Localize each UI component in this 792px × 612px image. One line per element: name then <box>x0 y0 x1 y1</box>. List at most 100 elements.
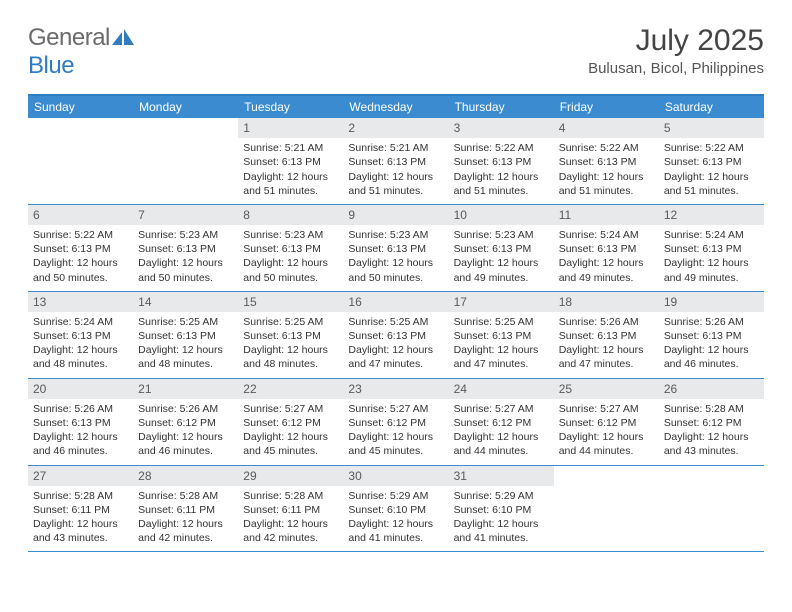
day-number: 23 <box>343 379 448 399</box>
daylight-line: Daylight: 12 hours and 41 minutes. <box>454 517 549 545</box>
day-body: Sunrise: 5:29 AMSunset: 6:10 PMDaylight:… <box>343 486 448 552</box>
day-cell: 28Sunrise: 5:28 AMSunset: 6:11 PMDayligh… <box>133 466 238 552</box>
day-body: Sunrise: 5:28 AMSunset: 6:11 PMDaylight:… <box>238 486 343 552</box>
calendar-body: 1Sunrise: 5:21 AMSunset: 6:13 PMDaylight… <box>28 118 764 552</box>
sunset-line: Sunset: 6:12 PM <box>243 416 338 430</box>
daylight-line: Daylight: 12 hours and 45 minutes. <box>348 430 443 458</box>
day-cell: 21Sunrise: 5:26 AMSunset: 6:12 PMDayligh… <box>133 379 238 465</box>
sunset-line: Sunset: 6:13 PM <box>664 155 759 169</box>
sunrise-line: Sunrise: 5:29 AM <box>454 489 549 503</box>
day-body: Sunrise: 5:26 AMSunset: 6:12 PMDaylight:… <box>133 399 238 465</box>
day-number: 17 <box>449 292 554 312</box>
day-cell: 3Sunrise: 5:22 AMSunset: 6:13 PMDaylight… <box>449 118 554 204</box>
daylight-line: Daylight: 12 hours and 47 minutes. <box>454 343 549 371</box>
day-cell: 6Sunrise: 5:22 AMSunset: 6:13 PMDaylight… <box>28 205 133 291</box>
sunset-line: Sunset: 6:12 PM <box>454 416 549 430</box>
daylight-line: Daylight: 12 hours and 48 minutes. <box>138 343 233 371</box>
daylight-line: Daylight: 12 hours and 48 minutes. <box>33 343 128 371</box>
daylight-line: Daylight: 12 hours and 44 minutes. <box>454 430 549 458</box>
day-cell: 1Sunrise: 5:21 AMSunset: 6:13 PMDaylight… <box>238 118 343 204</box>
day-body: Sunrise: 5:26 AMSunset: 6:13 PMDaylight:… <box>659 312 764 378</box>
day-body: Sunrise: 5:27 AMSunset: 6:12 PMDaylight:… <box>238 399 343 465</box>
day-cell: 9Sunrise: 5:23 AMSunset: 6:13 PMDaylight… <box>343 205 448 291</box>
sunset-line: Sunset: 6:13 PM <box>559 242 654 256</box>
day-number: 13 <box>28 292 133 312</box>
sunset-line: Sunset: 6:13 PM <box>33 416 128 430</box>
week-row: 1Sunrise: 5:21 AMSunset: 6:13 PMDaylight… <box>28 118 764 205</box>
day-body: Sunrise: 5:28 AMSunset: 6:11 PMDaylight:… <box>28 486 133 552</box>
day-body: Sunrise: 5:24 AMSunset: 6:13 PMDaylight:… <box>554 225 659 291</box>
sunrise-line: Sunrise: 5:28 AM <box>33 489 128 503</box>
logo: GeneralBlue <box>28 24 134 80</box>
sunrise-line: Sunrise: 5:28 AM <box>664 402 759 416</box>
daylight-line: Daylight: 12 hours and 41 minutes. <box>348 517 443 545</box>
day-body: Sunrise: 5:21 AMSunset: 6:13 PMDaylight:… <box>238 138 343 204</box>
day-cell: 4Sunrise: 5:22 AMSunset: 6:13 PMDaylight… <box>554 118 659 204</box>
week-row: 27Sunrise: 5:28 AMSunset: 6:11 PMDayligh… <box>28 466 764 553</box>
sunrise-line: Sunrise: 5:27 AM <box>454 402 549 416</box>
weekday-header: Tuesday <box>238 96 343 118</box>
day-number: 8 <box>238 205 343 225</box>
sunset-line: Sunset: 6:11 PM <box>138 503 233 517</box>
day-number: 20 <box>28 379 133 399</box>
day-number: 1 <box>238 118 343 138</box>
sunset-line: Sunset: 6:13 PM <box>138 329 233 343</box>
daylight-line: Daylight: 12 hours and 49 minutes. <box>664 256 759 284</box>
day-cell: 18Sunrise: 5:26 AMSunset: 6:13 PMDayligh… <box>554 292 659 378</box>
sunset-line: Sunset: 6:10 PM <box>454 503 549 517</box>
daylight-line: Daylight: 12 hours and 49 minutes. <box>454 256 549 284</box>
day-body: Sunrise: 5:23 AMSunset: 6:13 PMDaylight:… <box>449 225 554 291</box>
day-cell: 24Sunrise: 5:27 AMSunset: 6:12 PMDayligh… <box>449 379 554 465</box>
day-cell: 22Sunrise: 5:27 AMSunset: 6:12 PMDayligh… <box>238 379 343 465</box>
day-body: Sunrise: 5:25 AMSunset: 6:13 PMDaylight:… <box>133 312 238 378</box>
sunset-line: Sunset: 6:13 PM <box>454 155 549 169</box>
day-number: 18 <box>554 292 659 312</box>
day-cell: 23Sunrise: 5:27 AMSunset: 6:12 PMDayligh… <box>343 379 448 465</box>
day-number: 15 <box>238 292 343 312</box>
day-cell: 12Sunrise: 5:24 AMSunset: 6:13 PMDayligh… <box>659 205 764 291</box>
day-number: 30 <box>343 466 448 486</box>
daylight-line: Daylight: 12 hours and 45 minutes. <box>243 430 338 458</box>
sunrise-line: Sunrise: 5:24 AM <box>664 228 759 242</box>
day-body: Sunrise: 5:28 AMSunset: 6:12 PMDaylight:… <box>659 399 764 465</box>
day-number: 10 <box>449 205 554 225</box>
day-body: Sunrise: 5:27 AMSunset: 6:12 PMDaylight:… <box>449 399 554 465</box>
calendar: Sunday Monday Tuesday Wednesday Thursday… <box>28 94 764 552</box>
sunrise-line: Sunrise: 5:21 AM <box>243 141 338 155</box>
day-number: 6 <box>28 205 133 225</box>
sunset-line: Sunset: 6:13 PM <box>348 155 443 169</box>
day-body: Sunrise: 5:28 AMSunset: 6:11 PMDaylight:… <box>133 486 238 552</box>
sunrise-line: Sunrise: 5:25 AM <box>454 315 549 329</box>
daylight-line: Daylight: 12 hours and 44 minutes. <box>559 430 654 458</box>
day-cell: 2Sunrise: 5:21 AMSunset: 6:13 PMDaylight… <box>343 118 448 204</box>
day-body: Sunrise: 5:23 AMSunset: 6:13 PMDaylight:… <box>343 225 448 291</box>
page: GeneralBlue July 2025 Bulusan, Bicol, Ph… <box>0 0 792 572</box>
sunset-line: Sunset: 6:13 PM <box>559 329 654 343</box>
daylight-line: Daylight: 12 hours and 51 minutes. <box>243 170 338 198</box>
daylight-line: Daylight: 12 hours and 51 minutes. <box>348 170 443 198</box>
day-body: Sunrise: 5:29 AMSunset: 6:10 PMDaylight:… <box>449 486 554 552</box>
daylight-line: Daylight: 12 hours and 43 minutes. <box>33 517 128 545</box>
day-cell: 25Sunrise: 5:27 AMSunset: 6:12 PMDayligh… <box>554 379 659 465</box>
week-row: 20Sunrise: 5:26 AMSunset: 6:13 PMDayligh… <box>28 379 764 466</box>
day-number: 3 <box>449 118 554 138</box>
sunrise-line: Sunrise: 5:29 AM <box>348 489 443 503</box>
location: Bulusan, Bicol, Philippines <box>588 60 764 77</box>
day-body: Sunrise: 5:25 AMSunset: 6:13 PMDaylight:… <box>449 312 554 378</box>
day-number: 7 <box>133 205 238 225</box>
day-cell: 26Sunrise: 5:28 AMSunset: 6:12 PMDayligh… <box>659 379 764 465</box>
day-cell: 8Sunrise: 5:23 AMSunset: 6:13 PMDaylight… <box>238 205 343 291</box>
weekday-header: Saturday <box>659 96 764 118</box>
daylight-line: Daylight: 12 hours and 47 minutes. <box>559 343 654 371</box>
daylight-line: Daylight: 12 hours and 51 minutes. <box>559 170 654 198</box>
daylight-line: Daylight: 12 hours and 46 minutes. <box>664 343 759 371</box>
day-body: Sunrise: 5:22 AMSunset: 6:13 PMDaylight:… <box>449 138 554 204</box>
day-body: Sunrise: 5:26 AMSunset: 6:13 PMDaylight:… <box>554 312 659 378</box>
day-cell: 19Sunrise: 5:26 AMSunset: 6:13 PMDayligh… <box>659 292 764 378</box>
sunrise-line: Sunrise: 5:23 AM <box>138 228 233 242</box>
sail-icon <box>112 24 134 52</box>
weekday-header: Friday <box>554 96 659 118</box>
sunrise-line: Sunrise: 5:24 AM <box>33 315 128 329</box>
day-number: 2 <box>343 118 448 138</box>
sunset-line: Sunset: 6:11 PM <box>33 503 128 517</box>
